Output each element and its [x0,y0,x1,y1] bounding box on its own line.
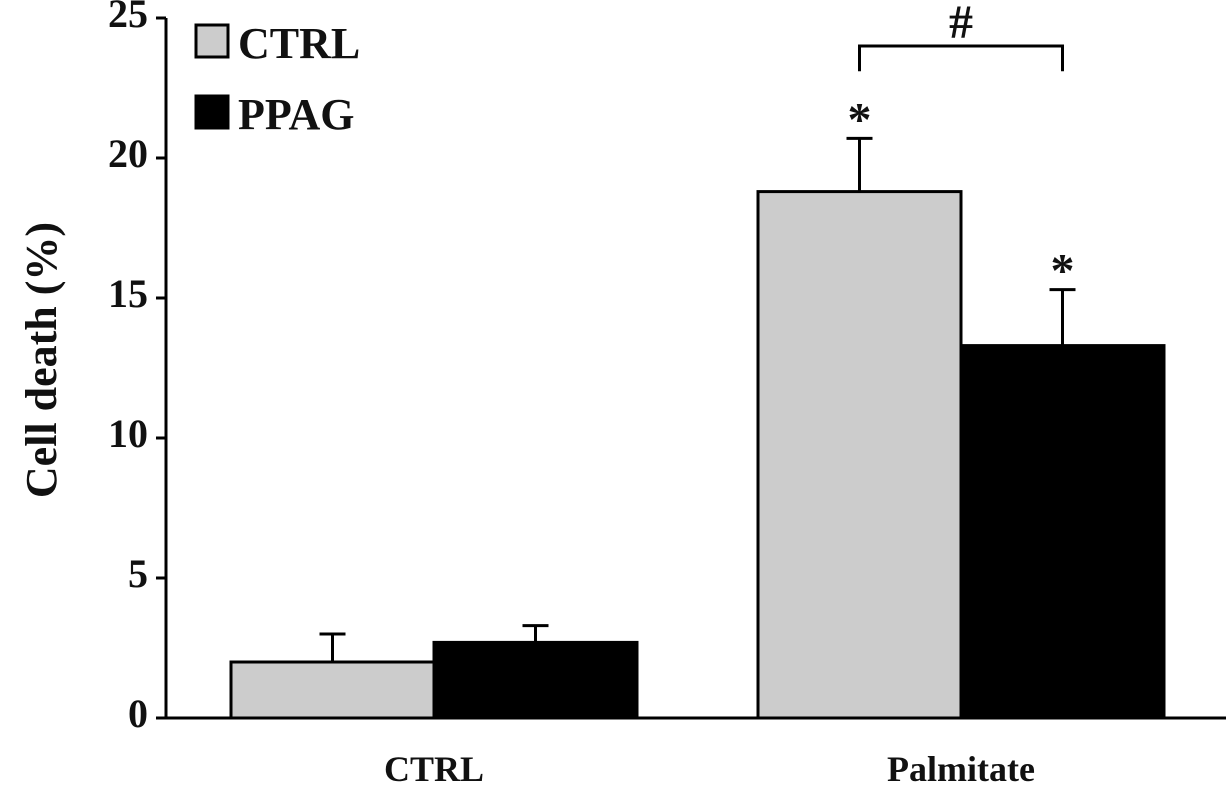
category-labels: CTRL Palmitate [384,749,1035,789]
significance-star: * [848,93,872,146]
y-axis-label: Cell death (%) [17,222,66,498]
legend-swatch-ctrl [194,23,230,59]
significance-annotations: # * * [848,0,1075,298]
bar-ppag-palmitate [959,344,1166,720]
bar-ctrl-ctrl [229,660,436,720]
legend: CTRL PPAG [194,19,360,139]
y-tick-label: 20 [108,131,148,176]
category-label: Palmitate [887,749,1035,789]
y-tick-label: 5 [128,551,148,596]
legend-label-ppag: PPAG [238,90,355,139]
bar-ctrl-palmitate [756,190,963,720]
bracket-label: # [949,0,973,49]
y-tick-label: 0 [128,691,148,736]
y-ticks: 0 5 10 15 20 25 [108,0,166,736]
y-tick-label: 15 [108,271,148,316]
bar-ppag-ctrl [432,640,639,720]
category-label: CTRL [384,749,484,789]
legend-label-ctrl: CTRL [238,19,360,68]
significance-star: * [1051,245,1075,298]
legend-swatch-ppag [194,94,230,130]
y-tick-label: 10 [108,411,148,456]
y-tick-label: 25 [108,0,148,36]
significance-bracket [858,44,1064,72]
bars [229,136,1166,720]
